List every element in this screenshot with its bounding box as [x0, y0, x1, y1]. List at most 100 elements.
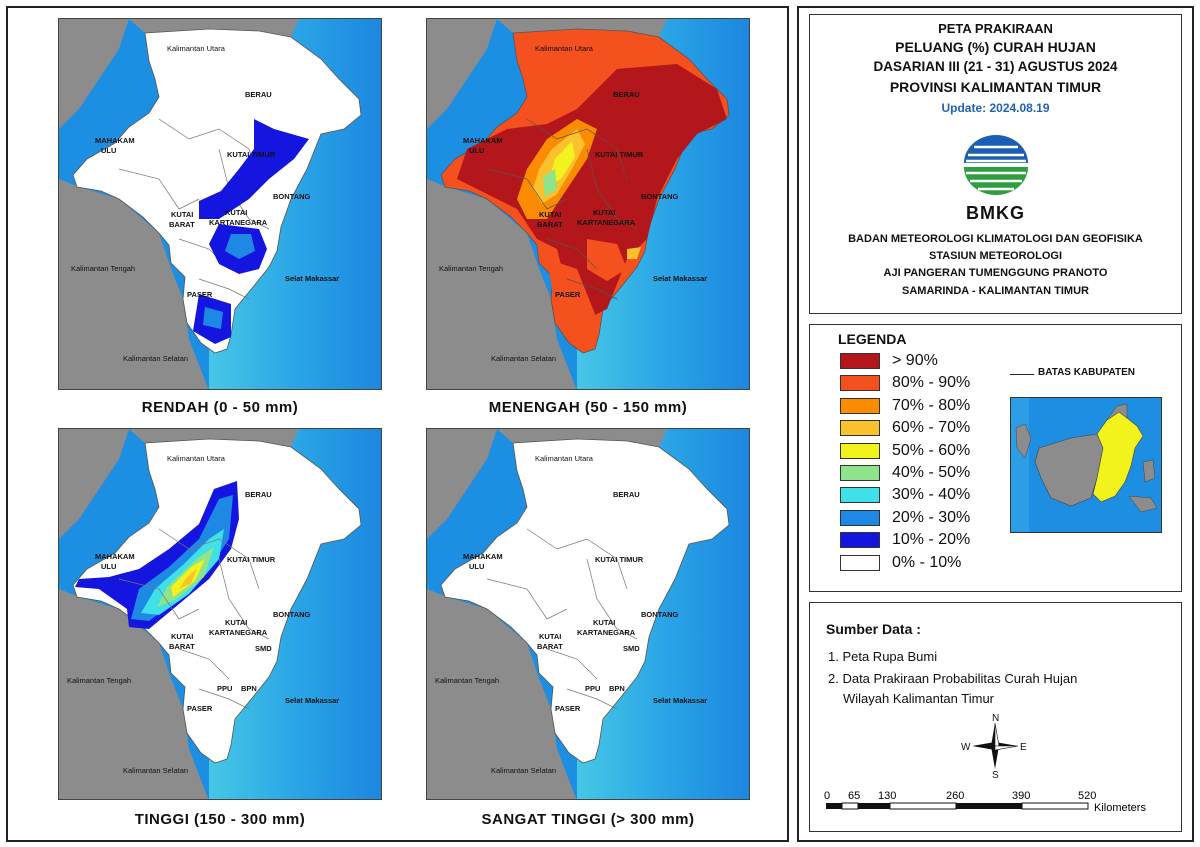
- scale-bar: 0 65 130 260 390 520 Kilometers: [818, 787, 1178, 823]
- boundary-line-icon: [1010, 374, 1034, 375]
- compass-w: W: [961, 742, 971, 753]
- scale-tick-65: 65: [848, 790, 860, 802]
- label-kalteng: Kalimantan Tengah: [435, 676, 499, 685]
- scale-tick-130: 130: [878, 790, 896, 802]
- label-kalteng: Kalimantan Tengah: [71, 264, 135, 273]
- label-kalsel: Kalimantan Selatan: [491, 354, 556, 363]
- label-kukar: KUTAI: [593, 208, 615, 217]
- maps-frame: [6, 6, 789, 842]
- legend-item: 10% - 20%: [840, 530, 1040, 550]
- label-makassar: Selat Makassar: [285, 696, 339, 705]
- label-ppu: PPU: [217, 684, 232, 693]
- label-bontang: BONTANG: [641, 610, 679, 619]
- map-title-rendah: RENDAH (0 - 50 mm): [141, 399, 299, 416]
- legend-swatch: [840, 375, 880, 392]
- legend-label: 20% - 30%: [892, 508, 971, 526]
- map-title-line4: PROVINSI KALIMANTAN TIMUR: [889, 79, 1102, 95]
- label-kutim: KUTAI TIMUR: [595, 150, 644, 159]
- scale-tick-520: 520: [1078, 790, 1096, 802]
- label-kukar: KUTAI: [225, 208, 247, 217]
- map-sangat-tinggi: Kalimantan Utara BERAU MAHAKAM ULU KUTAI…: [426, 428, 750, 800]
- label-kukar-2: KARTANEGARA: [577, 628, 636, 637]
- legend-swatch: [840, 532, 880, 549]
- label-kukar: KUTAI: [593, 618, 615, 627]
- label-mahakam-ulu: ULU: [101, 562, 116, 571]
- legend-swatch: [840, 554, 880, 571]
- legend-swatch: [840, 509, 880, 526]
- map-title-tinggi: TINGGI (150 - 300 mm): [134, 811, 306, 828]
- label-kaltara: Kalimantan Utara: [535, 454, 594, 463]
- label-kubar-2: BARAT: [169, 220, 195, 229]
- legend-item: 80% - 90%: [840, 373, 1040, 393]
- sources-title: Sumber Data :: [826, 621, 921, 637]
- label-kubar-2: BARAT: [169, 642, 195, 651]
- legend-swatch: [840, 353, 880, 369]
- legend-label: 70% - 80%: [892, 396, 971, 414]
- label-kalteng: Kalimantan Tengah: [439, 264, 503, 273]
- map-title-sangat-tinggi: SANGAT TINGGI (> 300 mm): [481, 811, 695, 828]
- scale-tick-0: 0: [824, 790, 830, 802]
- legend-item: 60% - 70%: [840, 418, 1040, 438]
- legend-item: 70% - 80%: [840, 396, 1040, 416]
- label-kukar: KUTAI: [225, 618, 247, 627]
- label-mahakam: MAHAKAM: [463, 552, 503, 561]
- label-kubar: KUTAI: [539, 210, 561, 219]
- label-paser: PASER: [187, 290, 213, 299]
- update-date: Update: 2024.08.19: [941, 101, 1050, 115]
- label-kukar-2: KARTANEGARA: [577, 218, 636, 227]
- scale-tick-390: 390: [1012, 790, 1030, 802]
- compass-rose-icon: N S E W: [960, 713, 1030, 781]
- map-title-line2: PELUANG (%) CURAH HUJAN: [895, 39, 1096, 55]
- legend-swatch: [840, 487, 880, 504]
- legend-swatch: [840, 397, 880, 414]
- legend-title: LEGENDA: [838, 331, 907, 347]
- label-mahakam-ulu: ULU: [469, 562, 484, 571]
- label-kalteng: Kalimantan Tengah: [67, 676, 131, 685]
- label-kubar: KUTAI: [539, 632, 561, 641]
- label-kubar: KUTAI: [171, 632, 193, 641]
- label-berau: BERAU: [245, 90, 272, 99]
- label-kaltara: Kalimantan Utara: [167, 44, 226, 53]
- label-mahakam: MAHAKAM: [95, 136, 135, 145]
- compass-s: S: [992, 770, 999, 779]
- label-kukar-2: KARTANEGARA: [209, 218, 268, 227]
- legend-label: 60% - 70%: [892, 419, 971, 437]
- compass-n: N: [992, 713, 999, 724]
- legend-item: 30% - 40%: [840, 485, 1040, 505]
- source-item-2-cont: Wilayah Kalimantan Timur: [843, 691, 994, 706]
- org-line3: AJI PANGERAN TUMENGGUNG PRANOTO: [883, 267, 1108, 279]
- map-menengah: Kalimantan Utara BERAU MAHAKAM ULU KUTAI…: [426, 18, 750, 390]
- label-ppu: PPU: [585, 684, 600, 693]
- org-line4: SAMARINDA - KALIMANTAN TIMUR: [902, 285, 1089, 297]
- label-kaltara: Kalimantan Utara: [535, 44, 594, 53]
- logo-text: BMKG: [966, 203, 1025, 223]
- legend-label: 30% - 40%: [892, 486, 971, 504]
- legend-panel: LEGENDA > 90% 80% - 90% 70% - 80% 60% - 70%…: [809, 324, 1182, 592]
- label-mahakam: MAHAKAM: [463, 136, 503, 145]
- label-berau: BERAU: [245, 490, 272, 499]
- label-kubar-2: BARAT: [537, 220, 563, 229]
- map-title-line1: PETA PRAKIRAAN: [938, 21, 1053, 36]
- org-line1: BADAN METEOROLOGI KLIMATOLOGI DAN GEOFIS…: [848, 233, 1143, 245]
- label-paser: PASER: [555, 290, 581, 299]
- legend-label: 80% - 90%: [892, 374, 971, 392]
- scale-unit: Kilometers: [1094, 802, 1146, 814]
- legend-item: 0% - 10%: [840, 553, 1040, 573]
- map-rendah: Kalimantan Utara BERAU MAHAKAM ULU KUTAI…: [58, 18, 382, 390]
- legend-swatch: [840, 442, 880, 459]
- label-bontang: BONTANG: [273, 610, 311, 619]
- org-line2: STASIUN METEOROLOGI: [928, 250, 1063, 262]
- label-berau: BERAU: [613, 490, 640, 499]
- label-makassar: Selat Makassar: [653, 274, 707, 283]
- bmkg-logo-icon: [960, 133, 1032, 197]
- label-kubar-2: BARAT: [537, 642, 563, 651]
- compass-e: E: [1020, 742, 1027, 753]
- sidebar-frame: [797, 6, 1194, 842]
- map-title-line3: DASARIAN III (21 - 31) AGUSTUS 2024: [873, 59, 1118, 74]
- label-mahakam-ulu: ULU: [469, 146, 484, 155]
- label-kutim: KUTAI TIMUR: [227, 150, 276, 159]
- legend-item: 40% - 50%: [840, 463, 1040, 483]
- label-smd: SMD: [623, 644, 640, 653]
- legend-label: 0% - 10%: [892, 553, 962, 571]
- label-mahakam: MAHAKAM: [95, 552, 135, 561]
